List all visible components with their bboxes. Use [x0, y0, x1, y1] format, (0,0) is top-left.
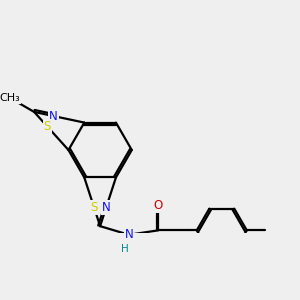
Text: N: N [49, 110, 58, 122]
Text: S: S [44, 120, 51, 133]
Text: O: O [154, 199, 163, 212]
Text: N: N [124, 228, 133, 241]
Text: N: N [102, 201, 110, 214]
Text: CH₃: CH₃ [0, 93, 20, 103]
Text: H: H [121, 244, 129, 254]
Text: S: S [90, 201, 98, 214]
